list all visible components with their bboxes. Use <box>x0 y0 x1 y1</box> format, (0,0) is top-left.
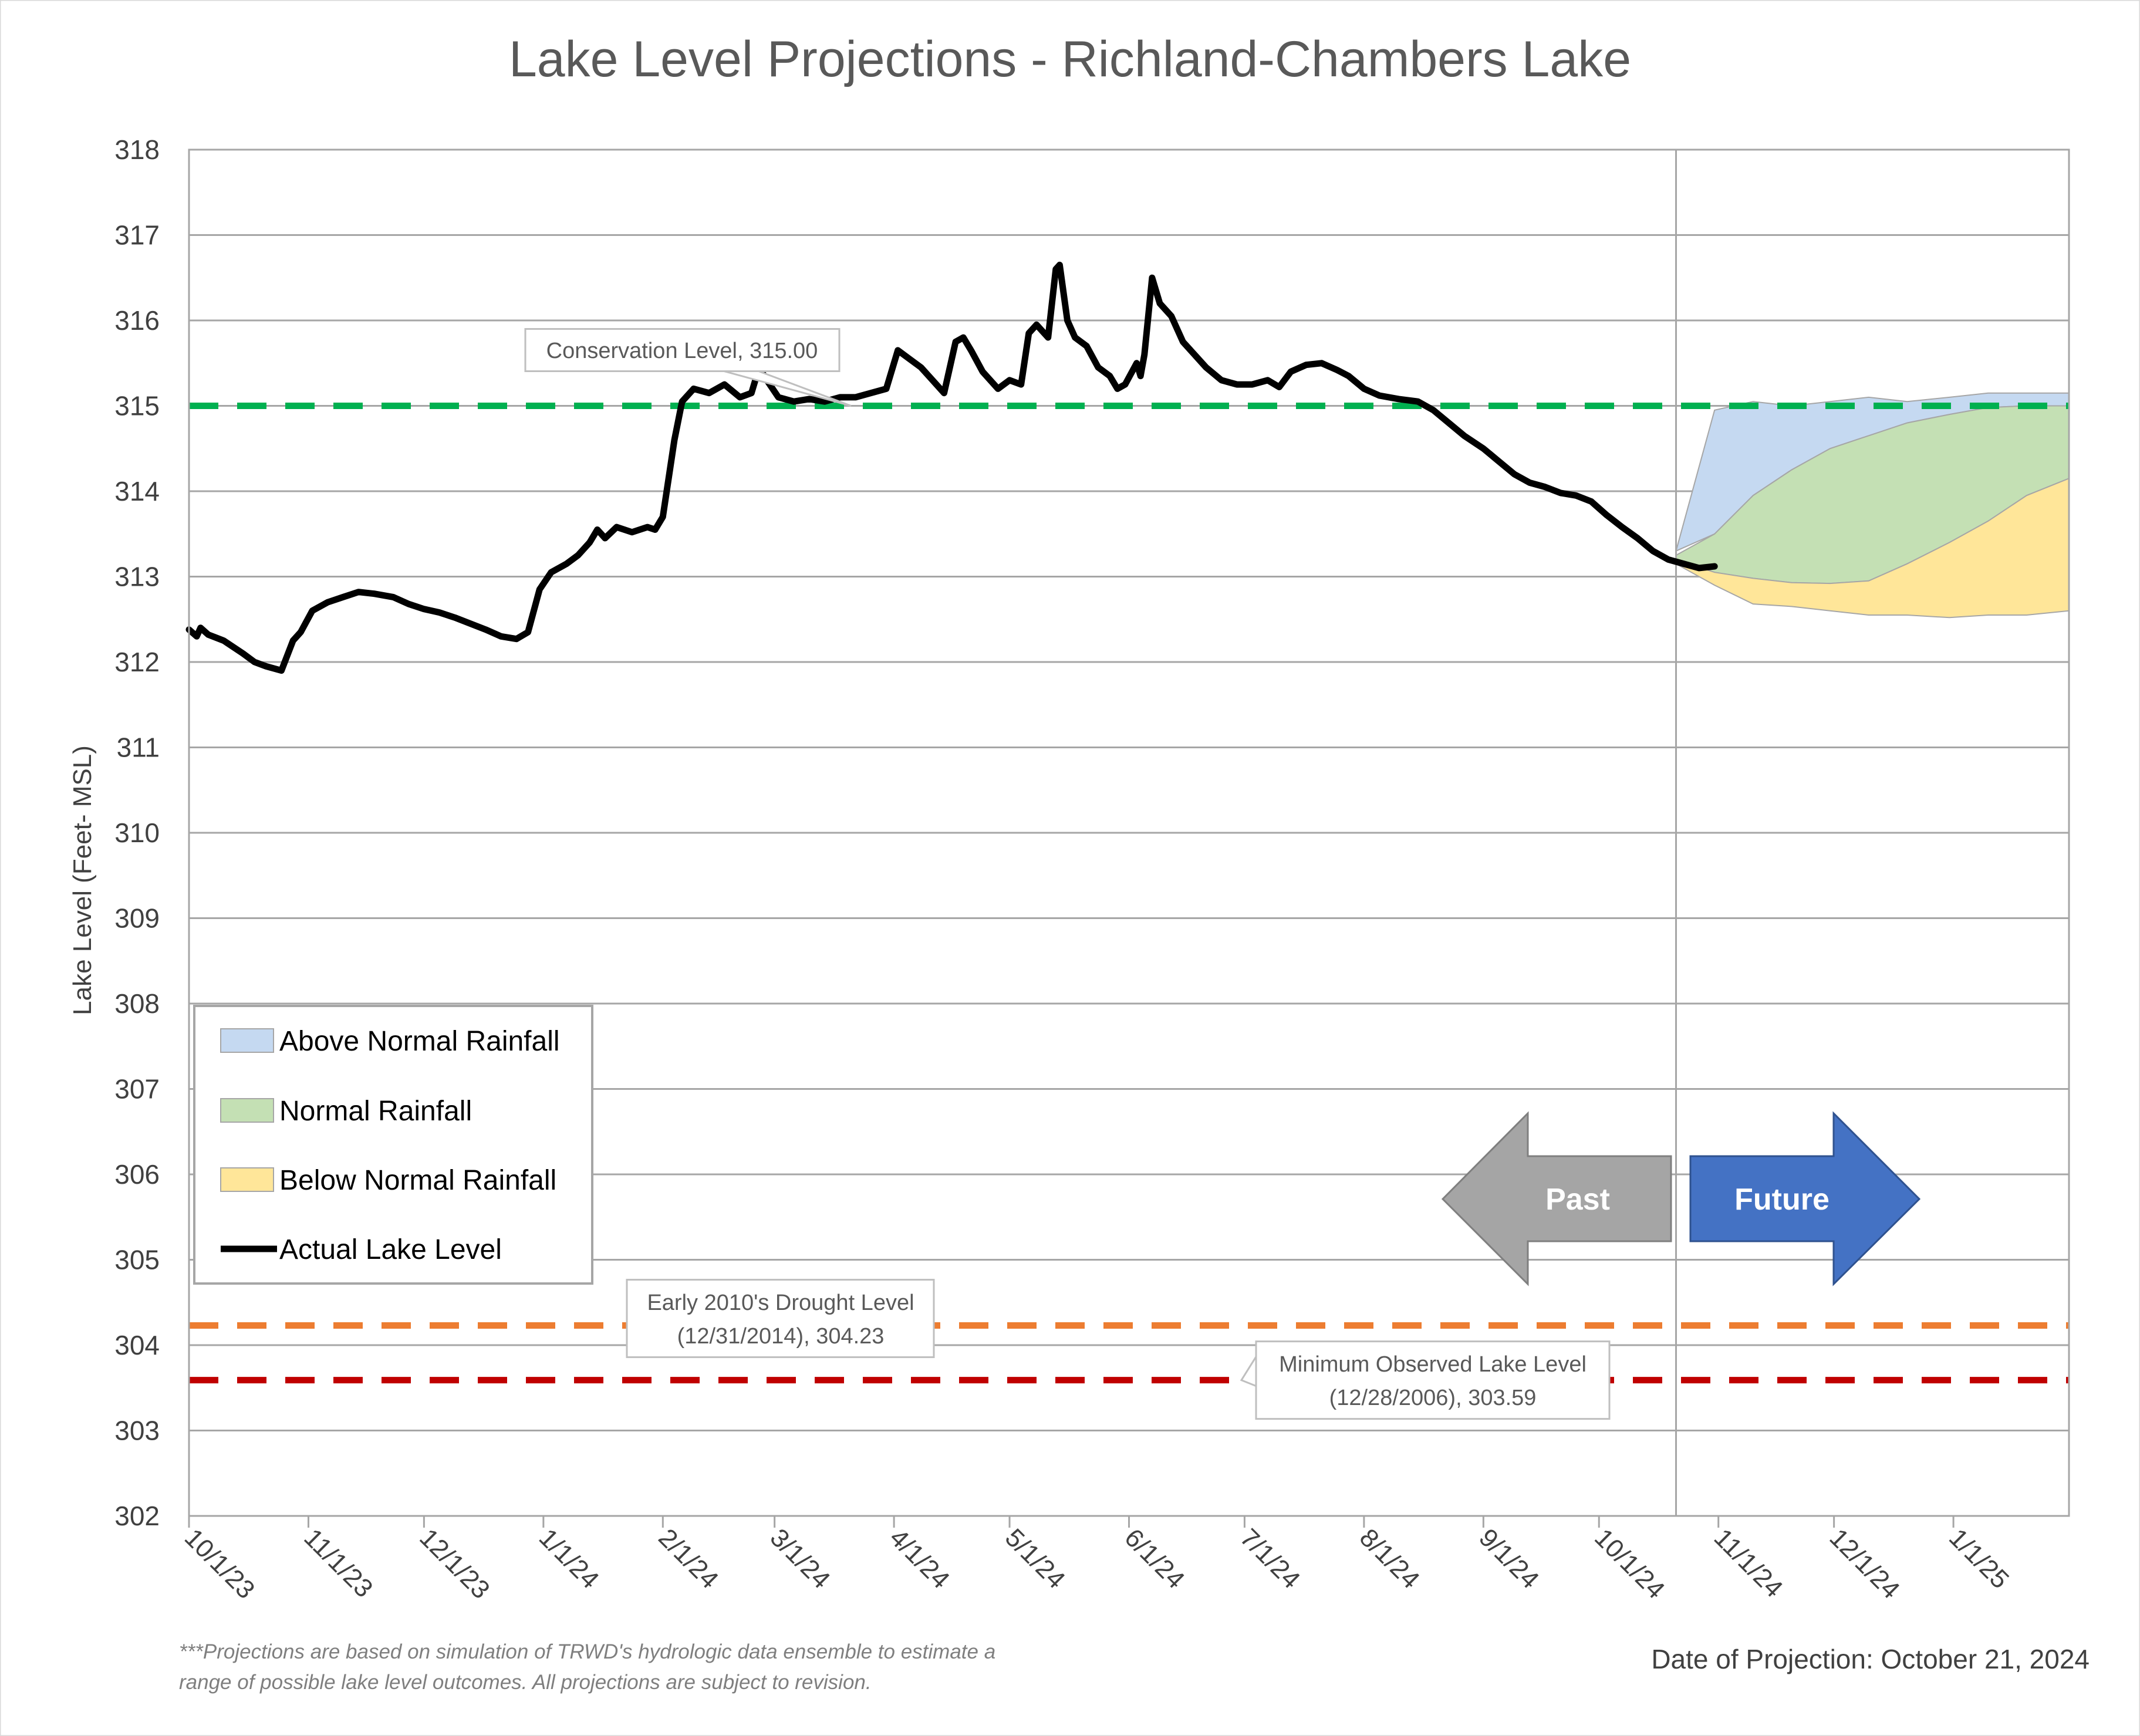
legend-label-normal: Normal Rainfall <box>279 1096 472 1127</box>
y-tick-label: 318 <box>114 134 160 165</box>
y-tick-label: 314 <box>114 476 160 506</box>
y-tick-label: 310 <box>114 818 160 848</box>
drought-callout-box <box>626 1279 935 1359</box>
y-axis-ticks: 302 303 304 305 306 307 308 309 310 311 312 313 314 3… <box>114 134 160 1531</box>
y-tick-label: 304 <box>114 1330 160 1360</box>
y-tick-label: 302 <box>114 1501 160 1531</box>
y-tick-label: 312 <box>114 647 160 677</box>
past-label: Past <box>1545 1183 1610 1217</box>
conservation-callout: Conservation Level, 315.00 <box>524 328 852 407</box>
y-tick-label: 313 <box>114 562 160 592</box>
conservation-callout-text: Conservation Level, 315.00 <box>546 339 818 363</box>
legend-label-below-normal: Below Normal Rainfall <box>279 1165 556 1196</box>
y-tick-label: 306 <box>114 1159 160 1190</box>
y-tick-label: 308 <box>114 988 160 1019</box>
drought-callout-line-2: (12/31/2014), 304.23 <box>677 1324 885 1349</box>
minimum-callout-line-2: (12/28/2006), 303.59 <box>1329 1386 1537 1410</box>
actual-lake-level-line <box>185 261 1718 674</box>
legend-swatch-normal <box>220 1098 274 1123</box>
minimum-callout: Minimum Observed Lake Level (12/28/2006)… <box>1240 1340 1611 1420</box>
y-axis-label: Lake Level (Feet- MSL) <box>68 745 97 1015</box>
future-label: Future <box>1734 1183 1830 1217</box>
y-tick-label: 309 <box>114 903 160 934</box>
legend-swatch-below-normal <box>220 1167 274 1192</box>
past-arrow: Past <box>1441 1111 1672 1286</box>
minimum-callout-line-1: Minimum Observed Lake Level <box>1279 1352 1587 1377</box>
future-arrow: Future <box>1689 1111 1921 1286</box>
y-tick-label: 311 <box>117 732 160 763</box>
y-tick-label: 303 <box>114 1416 160 1446</box>
chart-title: Lake Level Projections - Richland-Chambe… <box>509 31 1631 87</box>
minimum-callout-box <box>1255 1340 1611 1420</box>
legend-label-above-normal: Above Normal Rainfall <box>279 1026 560 1057</box>
drought-callout-line-1: Early 2010's Drought Level <box>647 1291 914 1315</box>
legend: Above Normal Rainfall Normal Rainfall Be… <box>193 1005 593 1285</box>
footnote-line-2: range of possible lake level outcomes. A… <box>179 1671 872 1694</box>
legend-swatch-above-normal <box>220 1028 274 1053</box>
projection-areas <box>1675 392 2070 619</box>
date-of-projection: Date of Projection: October 21, 2024 <box>1651 1644 2090 1674</box>
y-tick-label: 315 <box>114 391 160 421</box>
y-tick-label: 317 <box>114 220 160 251</box>
footnote-line-1: ***Projections are based on simulation o… <box>179 1640 995 1663</box>
past-arrow-shape <box>1441 1111 1672 1286</box>
y-tick-label: 307 <box>114 1074 160 1105</box>
drought-callout: Early 2010's Drought Level (12/31/2014),… <box>626 1279 935 1359</box>
conservation-callout-box <box>524 328 841 372</box>
y-tick-label: 316 <box>114 305 160 336</box>
reference-lines <box>189 403 2069 1384</box>
future-arrow-shape <box>1689 1111 1921 1286</box>
legend-label-actual: Actual Lake Level <box>279 1234 502 1265</box>
y-tick-label: 305 <box>114 1245 160 1275</box>
